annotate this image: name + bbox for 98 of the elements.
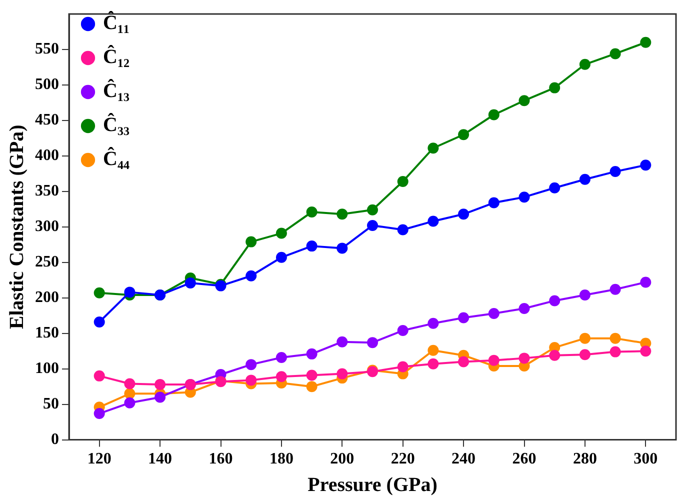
point [246, 270, 257, 282]
point [428, 142, 439, 154]
y-tick-label: 300 [35, 218, 59, 236]
point [518, 303, 530, 314]
point [428, 216, 439, 227]
point [488, 354, 500, 366]
point [154, 392, 166, 403]
x-tick-label: 280 [572, 450, 597, 468]
y-tick-label: 200 [35, 289, 59, 306]
point [397, 361, 408, 372]
point [640, 346, 652, 357]
point [154, 378, 166, 390]
legend-label: Ĉ₃₃ [103, 112, 130, 136]
point [306, 206, 318, 218]
point [276, 252, 287, 263]
point [246, 236, 257, 248]
y-tick-label: 450 [35, 112, 59, 129]
point [458, 356, 470, 368]
x-tick-label: 300 [634, 450, 658, 468]
point [306, 240, 318, 252]
point [397, 224, 408, 236]
point [124, 397, 136, 408]
point [458, 208, 470, 220]
point [458, 312, 470, 324]
y-tick-label: 100 [35, 360, 59, 377]
point [276, 352, 287, 363]
x-tick-label: 220 [390, 450, 415, 468]
point [397, 176, 408, 187]
x-tick-label: 160 [208, 450, 233, 468]
point [306, 381, 318, 392]
legend-label: Ĉ₁₁ [103, 10, 130, 34]
point [610, 346, 621, 358]
point [610, 284, 621, 295]
point [94, 287, 105, 298]
x-tick-label: 140 [148, 450, 172, 468]
point [579, 349, 590, 360]
point [610, 166, 621, 178]
point [428, 318, 439, 329]
point [549, 350, 560, 361]
point [336, 208, 348, 220]
point [184, 277, 196, 288]
point [306, 348, 318, 360]
point [549, 182, 560, 194]
point [518, 352, 530, 364]
point [579, 332, 590, 344]
point [336, 336, 348, 348]
point [367, 220, 378, 231]
point [640, 160, 652, 171]
point [367, 337, 378, 348]
point [336, 368, 348, 380]
point [640, 36, 652, 48]
legend-label: Ĉ₁₃ [103, 78, 130, 102]
y-tick-label: 150 [35, 324, 59, 342]
point [367, 204, 378, 216]
x-tick-label: 200 [330, 450, 354, 468]
point [488, 109, 500, 120]
point [428, 344, 439, 356]
point [336, 242, 348, 254]
y-tick-label: 500 [35, 76, 59, 94]
y-tick-label: 400 [35, 147, 59, 164]
point [458, 129, 470, 140]
point [549, 82, 560, 94]
point [94, 408, 105, 420]
point [549, 295, 560, 306]
x-tick-label: 120 [87, 450, 112, 468]
point [428, 358, 439, 370]
x-tick-label: 260 [512, 450, 536, 468]
y-tick-label: 550 [35, 40, 59, 58]
point [94, 316, 105, 328]
point [124, 378, 136, 390]
x-tick-label: 180 [269, 450, 294, 468]
y-tick-label: 350 [35, 182, 59, 200]
point [610, 48, 621, 60]
point [124, 286, 136, 298]
point [246, 374, 257, 386]
point [640, 276, 652, 288]
point [488, 197, 500, 208]
point [276, 228, 287, 239]
y-axis-title: Elastic Constants (GPa) [6, 124, 28, 330]
point [94, 370, 105, 382]
point [579, 290, 590, 301]
y-tick-label: 0 [51, 430, 59, 448]
point [397, 325, 408, 336]
point [579, 174, 590, 185]
legend-label: Ĉ₁₂ [103, 44, 130, 68]
point [579, 58, 590, 70]
point [276, 371, 287, 382]
point [518, 192, 530, 203]
legend-label: Ĉ₄₄ [103, 146, 130, 170]
x-tick-label: 240 [452, 450, 476, 468]
point [610, 332, 621, 344]
y-tick-label: 50 [43, 395, 59, 412]
x-axis-title: Pressure (GPa) [308, 474, 438, 496]
point [488, 308, 500, 319]
point [306, 370, 318, 381]
point [518, 95, 530, 106]
y-tick-label: 250 [35, 254, 59, 271]
point [246, 359, 257, 370]
